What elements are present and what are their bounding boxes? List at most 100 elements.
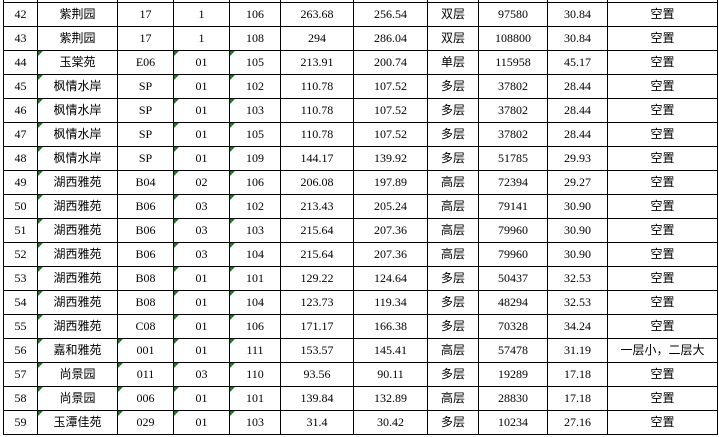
cell-unit-number[interactable]: 03 [173, 194, 230, 219]
cell-floor-type[interactable]: 高层 [427, 170, 479, 195]
cell-building-number[interactable]: SP [117, 98, 174, 123]
cell-unit-number[interactable]: 01 [173, 50, 230, 75]
cell-gross-area[interactable]: 110.78 [280, 98, 354, 123]
cell-unit-price[interactable]: 30.84 [547, 26, 608, 51]
cell-net-area[interactable]: 166.38 [353, 314, 428, 339]
cell-room-number[interactable]: 106 [229, 2, 281, 27]
cell-gross-area[interactable]: 263.68 [280, 2, 354, 27]
cell-gross-area[interactable]: 206.08 [280, 170, 354, 195]
cell-net-area[interactable]: 107.52 [353, 74, 428, 99]
cell-status[interactable]: 空置 [607, 74, 718, 99]
cell-unit-number[interactable]: 01 [173, 74, 230, 99]
cell-room-number[interactable]: 103 [229, 98, 281, 123]
cell-unit-price[interactable]: 17.18 [547, 386, 608, 411]
cell-unit-number[interactable]: 01 [173, 266, 230, 291]
cell-room-number[interactable]: 110 [229, 362, 281, 387]
cell-total-amount[interactable]: 48294 [478, 290, 548, 315]
cell-estate-name[interactable]: 枫情水岸 [37, 98, 118, 123]
cell-gross-area[interactable]: 213.43 [280, 194, 354, 219]
cell-unit-number[interactable]: 01 [173, 122, 230, 147]
cell-building-number[interactable]: C08 [117, 314, 174, 339]
cell-estate-name[interactable]: 湖西雅苑 [37, 194, 118, 219]
cell-net-area[interactable]: 286.04 [353, 26, 428, 51]
cell-estate-name[interactable]: 嘉和雅苑 [37, 338, 118, 363]
cell-unit-price[interactable]: 30.90 [547, 242, 608, 267]
cell-estate-name[interactable]: 玉潭佳苑 [37, 410, 118, 435]
cell-room-number[interactable]: 105 [229, 50, 281, 75]
cell-building-number[interactable]: B06 [117, 242, 174, 267]
cell-room-number[interactable]: 103 [229, 218, 281, 243]
cell-total-amount[interactable]: 72394 [478, 170, 548, 195]
cell-room-number[interactable]: 101 [229, 266, 281, 291]
cell-unit-number[interactable]: 01 [173, 314, 230, 339]
cell-building-number[interactable]: B08 [117, 266, 174, 291]
cell-row-index[interactable]: 55 [3, 314, 38, 339]
cell-gross-area[interactable]: 110.78 [280, 122, 354, 147]
cell-total-amount[interactable]: 115958 [478, 50, 548, 75]
cell-estate-name[interactable]: 紫荆园 [37, 26, 118, 51]
cell-estate-name[interactable]: 紫荆园 [37, 2, 118, 27]
cell-building-number[interactable]: E06 [117, 50, 174, 75]
cell-row-index[interactable]: 51 [3, 218, 38, 243]
cell-net-area[interactable]: 197.89 [353, 170, 428, 195]
cell-unit-price[interactable]: 17.18 [547, 362, 608, 387]
cell-net-area[interactable]: 145.41 [353, 338, 428, 363]
cell-estate-name[interactable]: 玉棠苑 [37, 50, 118, 75]
cell-unit-number[interactable]: 1 [173, 2, 230, 27]
cell-unit-number[interactable]: 03 [173, 362, 230, 387]
cell-floor-type[interactable]: 双层 [427, 26, 479, 51]
cell-unit-price[interactable]: 31.19 [547, 338, 608, 363]
cell-room-number[interactable]: 108 [229, 26, 281, 51]
cell-unit-number[interactable]: 03 [173, 218, 230, 243]
cell-net-area[interactable]: 30.42 [353, 410, 428, 435]
cell-net-area[interactable]: 90.11 [353, 362, 428, 387]
cell-estate-name[interactable]: 湖西雅苑 [37, 314, 118, 339]
cell-status[interactable]: 空置 [607, 194, 718, 219]
cell-row-index[interactable]: 47 [3, 122, 38, 147]
cell-building-number[interactable]: 17 [117, 2, 174, 27]
cell-floor-type[interactable]: 多层 [427, 122, 479, 147]
cell-unit-price[interactable]: 30.84 [547, 2, 608, 27]
cell-floor-type[interactable]: 多层 [427, 74, 479, 99]
cell-floor-type[interactable]: 多层 [427, 146, 479, 171]
cell-gross-area[interactable]: 93.56 [280, 362, 354, 387]
cell-status[interactable]: 空置 [607, 98, 718, 123]
cell-gross-area[interactable]: 144.17 [280, 146, 354, 171]
cell-unit-number[interactable]: 01 [173, 410, 230, 435]
cell-unit-price[interactable]: 29.27 [547, 170, 608, 195]
cell-row-index[interactable]: 50 [3, 194, 38, 219]
cell-estate-name[interactable]: 尚景园 [37, 386, 118, 411]
cell-gross-area[interactable]: 294 [280, 26, 354, 51]
cell-row-index[interactable]: 56 [3, 338, 38, 363]
cell-net-area[interactable]: 207.36 [353, 218, 428, 243]
cell-estate-name[interactable]: 湖西雅苑 [37, 170, 118, 195]
cell-floor-type[interactable]: 高层 [427, 242, 479, 267]
cell-total-amount[interactable]: 28830 [478, 386, 548, 411]
cell-net-area[interactable]: 124.64 [353, 266, 428, 291]
cell-status[interactable]: 一层小，二层大 [607, 338, 718, 363]
cell-total-amount[interactable]: 50437 [478, 266, 548, 291]
cell-row-index[interactable]: 46 [3, 98, 38, 123]
cell-estate-name[interactable]: 湖西雅苑 [37, 218, 118, 243]
cell-building-number[interactable]: B04 [117, 170, 174, 195]
cell-building-number[interactable]: B06 [117, 194, 174, 219]
cell-row-index[interactable]: 45 [3, 74, 38, 99]
cell-unit-price[interactable]: 34.24 [547, 314, 608, 339]
cell-room-number[interactable]: 103 [229, 410, 281, 435]
cell-room-number[interactable]: 102 [229, 194, 281, 219]
cell-net-area[interactable]: 132.89 [353, 386, 428, 411]
cell-status[interactable]: 空置 [607, 122, 718, 147]
cell-room-number[interactable]: 102 [229, 74, 281, 99]
cell-gross-area[interactable]: 123.73 [280, 290, 354, 315]
cell-row-index[interactable]: 59 [3, 410, 38, 435]
cell-status[interactable]: 空置 [607, 314, 718, 339]
cell-room-number[interactable]: 109 [229, 146, 281, 171]
cell-unit-number[interactable]: 01 [173, 146, 230, 171]
cell-total-amount[interactable]: 19289 [478, 362, 548, 387]
cell-total-amount[interactable]: 70328 [478, 314, 548, 339]
cell-unit-number[interactable]: 01 [173, 98, 230, 123]
cell-status[interactable]: 空置 [607, 218, 718, 243]
cell-floor-type[interactable]: 双层 [427, 2, 479, 27]
cell-total-amount[interactable]: 10234 [478, 410, 548, 435]
cell-gross-area[interactable]: 153.57 [280, 338, 354, 363]
